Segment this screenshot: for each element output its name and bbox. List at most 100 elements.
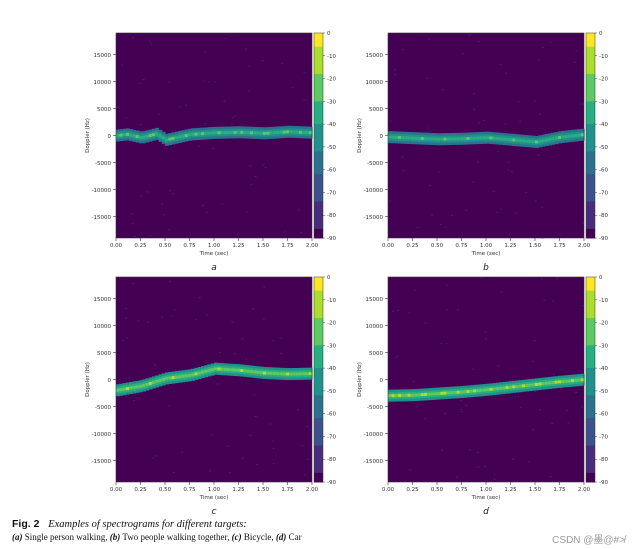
trace-halo xyxy=(459,132,464,145)
trace-band xyxy=(191,371,195,379)
noise-speckle xyxy=(543,299,546,301)
noise-speckle xyxy=(459,399,462,401)
trace-core xyxy=(240,130,244,134)
x-tick-label: 1.25 xyxy=(504,487,517,493)
trace-core xyxy=(230,368,235,372)
noise-speckle xyxy=(468,34,471,36)
trace-halo xyxy=(223,126,228,139)
trace-core xyxy=(521,384,526,388)
trace-band xyxy=(223,129,228,137)
trace-band xyxy=(492,134,497,142)
trace-core xyxy=(420,393,425,397)
colorbar-segment xyxy=(586,431,595,437)
trace-band xyxy=(263,129,267,137)
trace-core xyxy=(423,392,428,396)
trace-core xyxy=(125,132,130,136)
noise-speckle xyxy=(162,214,165,216)
y-axis-label: Doppler (Hz) xyxy=(85,362,91,397)
trace-core xyxy=(482,388,487,392)
trace-band xyxy=(423,390,428,398)
y-tick-label: 5000 xyxy=(97,107,111,113)
y-tick-label: 5000 xyxy=(369,107,383,113)
colorbar-segment xyxy=(314,295,323,301)
noise-speckle xyxy=(303,99,306,101)
noise-speckle xyxy=(305,426,308,428)
noise-speckle xyxy=(389,120,392,122)
x-axis-label: Time (sec) xyxy=(199,495,229,501)
noise-speckle xyxy=(173,309,176,311)
trace-band xyxy=(410,134,415,142)
trace-core xyxy=(259,371,264,375)
trace-band xyxy=(518,382,523,390)
noise-speckle xyxy=(247,90,250,92)
caption-items: (a) Single person walking, (b) Two peopl… xyxy=(12,531,612,543)
trace-core xyxy=(466,137,471,141)
trace-halo xyxy=(505,133,510,146)
trace-core xyxy=(151,380,156,384)
noise-speckle xyxy=(581,222,584,224)
trace-core xyxy=(518,139,523,143)
noise-speckle xyxy=(151,457,154,459)
trace-halo xyxy=(233,126,238,139)
trace-band xyxy=(194,130,199,138)
x-tick-label: 2.00 xyxy=(578,243,591,249)
noise-speckle xyxy=(473,109,476,111)
trace-halo xyxy=(305,367,310,380)
trace-band xyxy=(236,128,241,136)
trace-band xyxy=(535,380,539,388)
noise-speckle xyxy=(429,185,432,187)
noise-speckle xyxy=(504,72,507,74)
x-tick-label: 0.00 xyxy=(110,243,123,249)
trace-core xyxy=(253,370,258,374)
trace-core xyxy=(388,135,392,139)
y-tick-label: 0 xyxy=(380,134,384,140)
trace-band xyxy=(557,378,562,386)
noise-speckle xyxy=(442,388,445,390)
trace-band xyxy=(181,372,186,380)
trace-core xyxy=(276,130,280,134)
noise-speckle xyxy=(400,135,403,137)
colorbar-segment xyxy=(586,372,595,378)
trace-halo xyxy=(200,366,205,379)
trace-halo xyxy=(285,368,290,381)
trace-halo xyxy=(407,389,412,402)
colorbar-segment xyxy=(586,174,595,180)
colorbar-segment xyxy=(314,74,323,80)
y-axis-label: Doppler (Hz) xyxy=(85,118,91,153)
colorbar-tick-label: -40 xyxy=(599,122,608,128)
trace-halo xyxy=(397,389,402,402)
trace-halo xyxy=(246,365,251,378)
colorbar-segment xyxy=(314,327,323,333)
trace-band xyxy=(440,389,445,397)
trace-halo xyxy=(210,363,215,376)
trace-core xyxy=(233,130,238,134)
noise-speckle xyxy=(485,338,488,340)
trace-core xyxy=(453,137,458,141)
trace-halo xyxy=(119,383,124,396)
colorbar-segment xyxy=(314,156,323,162)
trace-band xyxy=(453,388,458,396)
noise-speckle xyxy=(519,120,522,122)
trace-halo xyxy=(459,386,464,399)
trace-band xyxy=(155,130,160,138)
trace-halo xyxy=(388,389,392,402)
x-tick-label: 0.75 xyxy=(183,487,196,493)
trace-halo xyxy=(528,379,533,392)
colorbar-segment xyxy=(586,390,595,396)
noise-speckle xyxy=(203,80,206,82)
colorbar-segment xyxy=(314,322,323,328)
trace-halo xyxy=(505,381,510,394)
noise-speckle xyxy=(269,423,272,425)
trace-core xyxy=(246,131,251,135)
trace-core xyxy=(266,371,271,375)
trace-core xyxy=(472,389,477,393)
trace-core xyxy=(165,138,169,142)
noise-speckle xyxy=(507,169,510,171)
colorbar-segment xyxy=(586,313,595,319)
trace-band xyxy=(479,134,484,142)
trace-core xyxy=(463,137,467,141)
noise-speckle xyxy=(204,123,207,125)
trace-band xyxy=(446,135,451,143)
x-tick-label: 0.00 xyxy=(110,487,123,493)
trace-band xyxy=(541,137,546,145)
